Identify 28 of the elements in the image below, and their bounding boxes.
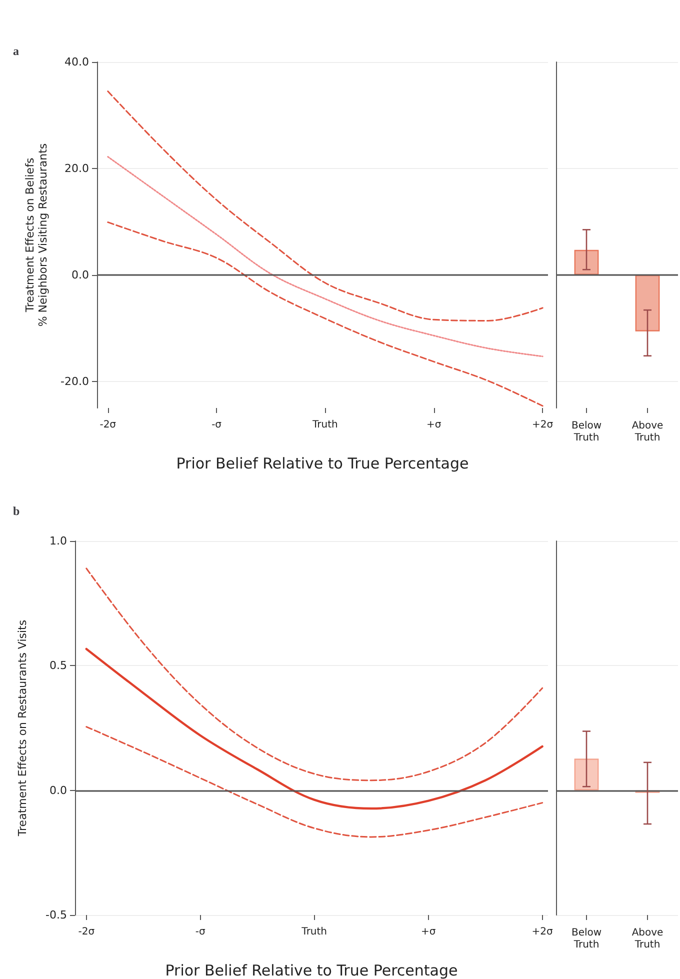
x-tick-label: -2σ [100, 420, 117, 430]
x-tick-label: Below Truth [571, 420, 602, 444]
x-tick-label: -σ [195, 926, 206, 938]
x-tick-label: Below Truth [571, 928, 602, 950]
y-tick-label: 0.5 [50, 659, 67, 672]
x-tick-label: +σ [426, 420, 442, 430]
chart-title: a [13, 44, 19, 58]
x-tick-label: Above Truth [632, 928, 664, 950]
x-tick-label: -2σ [78, 926, 96, 938]
y-axis-title: Treatment Effects on Restaurants Visits [16, 620, 29, 838]
x-axis-title: Prior Belief Relative to True Percentage [176, 454, 469, 472]
y-tick-label: -20.0 [60, 374, 89, 388]
y-tick-label: -0.5 [46, 908, 67, 922]
x-axis-title: Prior Belief Relative to True Percentage [165, 962, 458, 979]
y-tick-label: 1.0 [50, 534, 67, 548]
x-tick-label: Truth [312, 420, 338, 430]
y-tick-label: 40.0 [64, 56, 89, 68]
x-tick-label: +2σ [532, 926, 554, 938]
y-axis-title: Treatment Effects on Beliefs % Neighbors Visiting Restaurants [24, 143, 50, 327]
x-tick-label: Above Truth [632, 420, 664, 444]
y-tick-label: 0.0 [50, 784, 67, 797]
y-tick-label: 20.0 [64, 162, 89, 175]
x-tick-label: -σ [212, 420, 222, 430]
x-tick-label: +2σ [532, 420, 554, 430]
chart-title: b [13, 504, 20, 518]
x-tick-label: Truth [300, 926, 328, 938]
x-tick-label: +σ [420, 926, 436, 938]
y-tick-label: 0.0 [72, 268, 89, 282]
